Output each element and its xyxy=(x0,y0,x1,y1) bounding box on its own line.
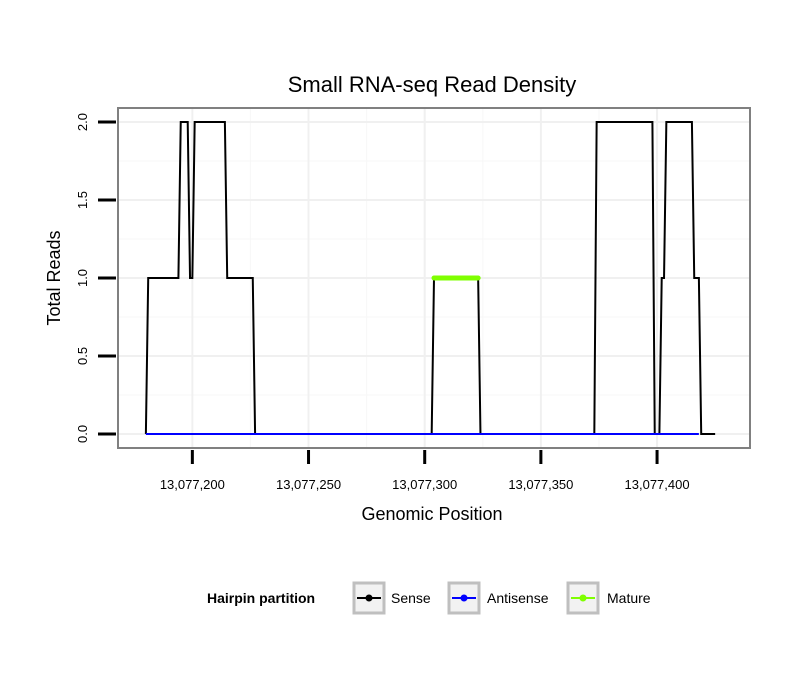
plot-area xyxy=(117,107,751,449)
x-axis: 13,077,200 13,077,250 13,077,300 13,077,350… xyxy=(160,450,690,492)
legend-entry-sense: Sense xyxy=(352,581,431,615)
legend-entry-antisense: Antisense xyxy=(447,581,549,615)
y-tick-label: 0.5 xyxy=(75,347,90,365)
chart-title: Small RNA-seq Read Density xyxy=(288,72,577,97)
series-layer xyxy=(144,121,716,435)
y-tick-label: 1.0 xyxy=(75,269,90,287)
y-tick-label: 2.0 xyxy=(75,113,90,131)
legend: Hairpin partition Sense Antisense Mature xyxy=(207,581,651,615)
x-tick-label: 13,077,300 xyxy=(392,477,457,492)
legend-point-mature xyxy=(579,594,587,602)
x-axis-title: Genomic Position xyxy=(361,504,502,524)
legend-label-mature: Mature xyxy=(607,590,651,606)
y-axis-title: Total Reads xyxy=(44,230,64,325)
legend-label-sense: Sense xyxy=(391,590,431,606)
y-tick-label: 1.5 xyxy=(75,191,90,209)
legend-point-sense xyxy=(365,594,373,602)
legend-entry-mature: Mature xyxy=(566,581,651,615)
y-axis: 0.0 0.5 1.0 1.5 2.0 xyxy=(75,113,116,443)
x-tick-label: 13,077,200 xyxy=(160,477,225,492)
x-tick-label: 13,077,350 xyxy=(508,477,573,492)
plot-border xyxy=(117,107,751,449)
x-tick-label: 13,077,250 xyxy=(276,477,341,492)
x-tick-label: 13,077,400 xyxy=(625,477,690,492)
legend-point-antisense xyxy=(460,594,468,602)
y-tick-label: 0.0 xyxy=(75,425,90,443)
legend-title: Hairpin partition xyxy=(207,590,315,606)
legend-label-antisense: Antisense xyxy=(487,590,549,606)
